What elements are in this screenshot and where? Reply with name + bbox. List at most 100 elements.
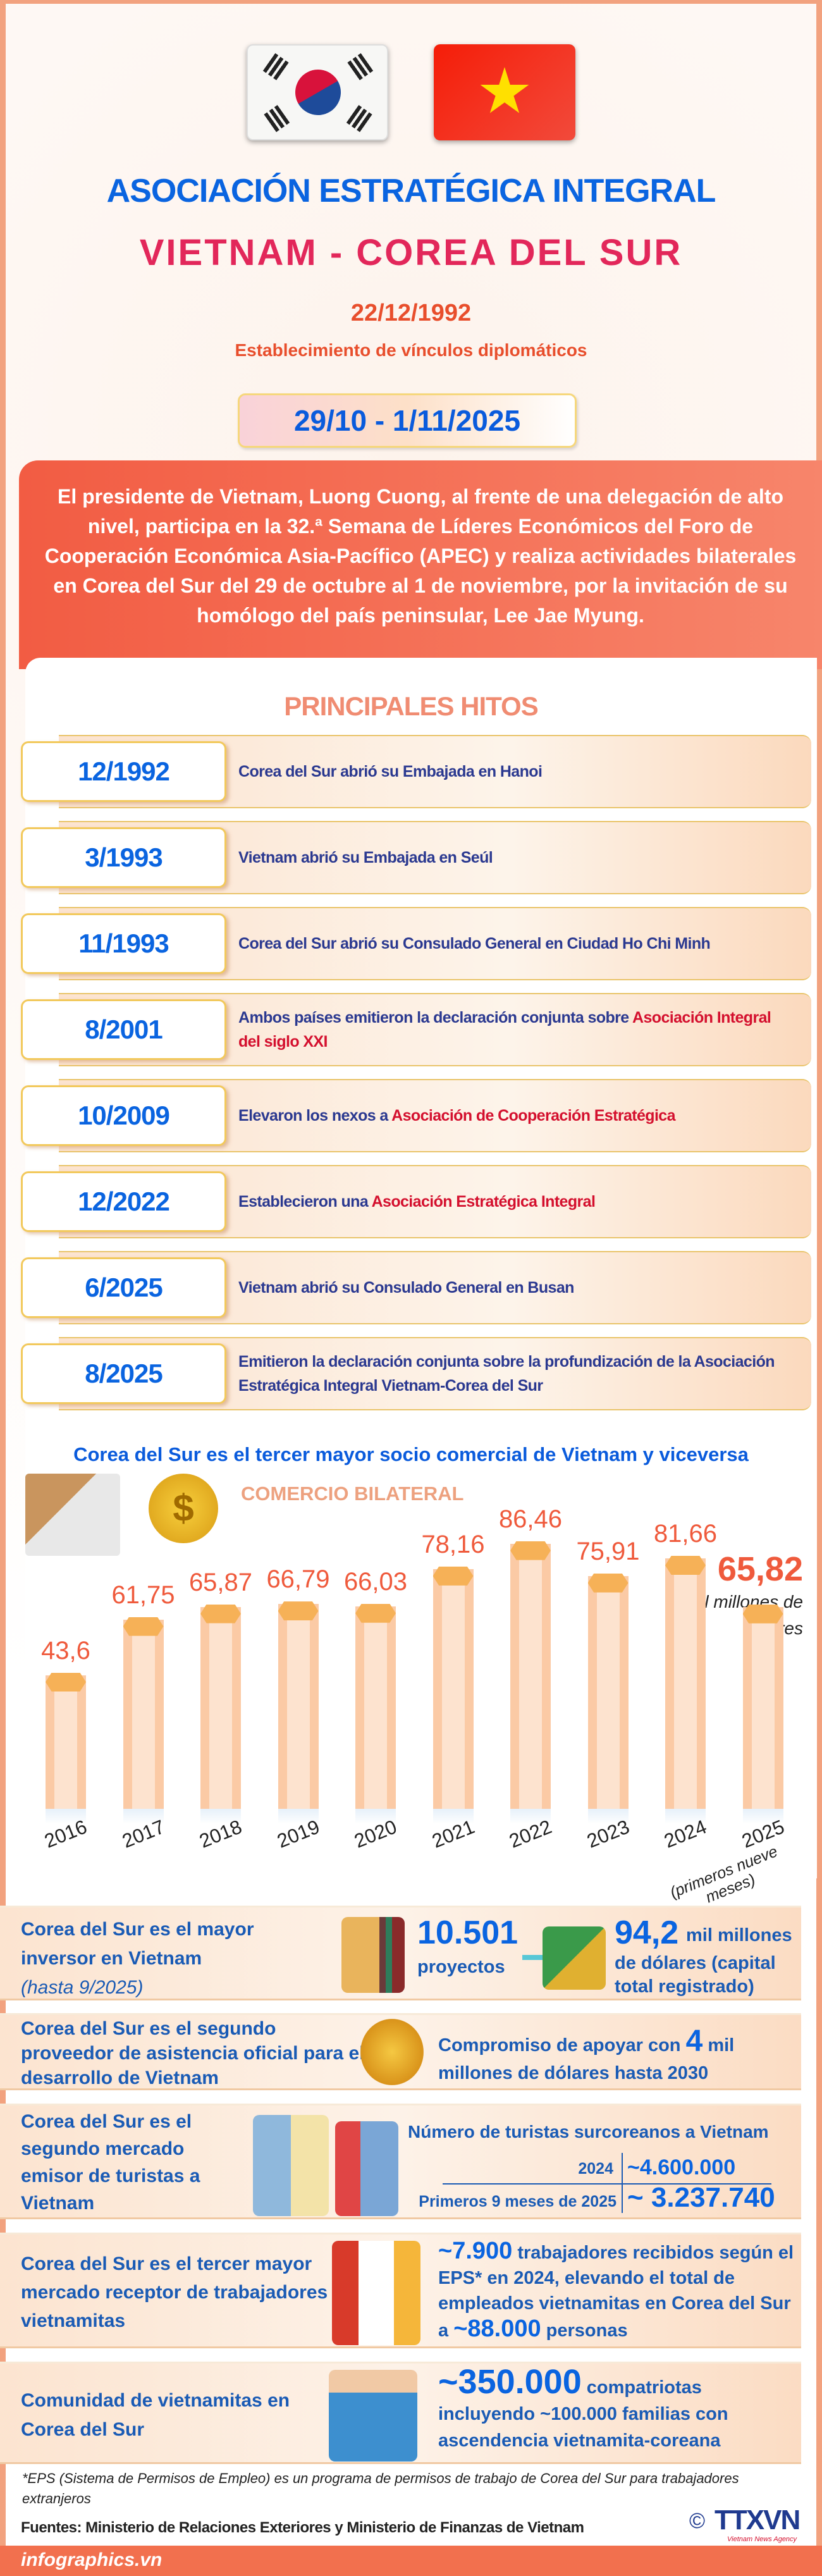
projects-value: 10.501 [417, 1914, 518, 1951]
tourism-title: Corea del Sur es el segundo mercado emis… [21, 2111, 200, 2214]
milestone-date: 10/2009 [21, 1085, 226, 1146]
bar-cap [200, 1604, 241, 1624]
ttxvn-logo: TTXVN [715, 2505, 801, 2536]
community-desc: compatriotas incluyendo ~100.000 familia… [438, 2377, 728, 2451]
visit-dates-badge: 29/10 - 1/11/2025 [238, 393, 577, 448]
bar-cap [278, 1601, 319, 1621]
footer-bar: infographics.vn [0, 2546, 822, 2576]
milestone-row: 3/1993 Vietnam abrió su Embajada en Seúl [21, 821, 811, 894]
bar-2017 [123, 1619, 164, 1809]
workers-box: Corea del Sur es el tercer mayor mercado… [0, 2233, 801, 2348]
trade-heading: Corea del Sur es el tercer mayor socio c… [73, 1443, 749, 1465]
milestone-description: Elevaron los nexos a Asociación de Coope… [238, 1079, 795, 1152]
truck-illustration-icon [25, 1474, 120, 1556]
hanbok-couple-icon [253, 2115, 329, 2216]
established-label: Establecimiento de vínculos diplomáticos [235, 340, 587, 360]
investor-note: (hasta 9/2025) [21, 1977, 144, 1998]
bar-2020 [355, 1606, 396, 1809]
community-box: Comunidad de vietnamitas en Corea del Su… [0, 2362, 801, 2464]
value-label: 66,79 [266, 1565, 330, 1594]
money-bag-icon [360, 2019, 424, 2085]
trigram-icon [262, 53, 290, 81]
milestone-date: 8/2001 [21, 999, 226, 1060]
bar-base [742, 1809, 783, 1824]
milestone-date: 6/2025 [21, 1257, 226, 1318]
title-main: ASOCIACIÓN ESTRATÉGICA INTEGRAL [106, 173, 716, 209]
milestone-description: Vietnam abrió su Embajada en Seúl [238, 821, 795, 894]
bar-base [46, 1809, 86, 1824]
milestone-text: Emitieron la declaración conjunta sobre … [238, 1353, 775, 1395]
value-label: 65,87 [188, 1568, 253, 1596]
tourists-icon [335, 2121, 398, 2216]
folders-icon [341, 1917, 405, 1993]
milestone-date: 11/1993 [21, 913, 226, 974]
milestone-highlight: Asociación de Cooperación Estratégica [391, 1107, 675, 1125]
bar-base [200, 1809, 241, 1824]
bar-base [432, 1809, 474, 1824]
milestone-text: Establecieron una [238, 1193, 372, 1211]
bar-base [665, 1809, 706, 1824]
bar-2022 [510, 1543, 551, 1809]
tourism-period-2025: Primeros 9 meses de 2025 [419, 2193, 616, 2210]
bar-2019 [278, 1604, 319, 1809]
trigram-icon [346, 105, 374, 133]
milestone-description: Establecieron una Asociación Estratégica… [238, 1165, 795, 1238]
family-icon [329, 2370, 417, 2462]
milestone-text: Corea del Sur abrió su Embajada en Hanoi [238, 763, 543, 780]
trigram-icon [262, 105, 290, 133]
coins-icon: $ [149, 1474, 218, 1543]
bar-cap [123, 1617, 164, 1636]
milestone-highlight: Asociación Integral del siglo XXI [238, 1009, 771, 1051]
projects-label: proyectos [417, 1957, 505, 1977]
milestone-date: 12/1992 [21, 741, 226, 802]
milestones-title: PRINCIPALES HITOS [284, 691, 539, 721]
investor-box: Corea del Sur es el mayor inversor en Vi… [0, 1906, 801, 2000]
bar-cap [46, 1672, 86, 1692]
last-value-label: 65,82 [717, 1550, 803, 1588]
capital-unit: mil millones [686, 1925, 792, 1945]
bar-2024 [665, 1558, 706, 1809]
milestone-row: 12/1992 Corea del Sur abrió su Embajada … [21, 735, 811, 808]
milestone-date: 12/2022 [21, 1171, 226, 1232]
workers-text1: trabajadores recibidos según el EPS* en … [438, 2243, 794, 2341]
workers-value1: ~7.900 [438, 2238, 513, 2264]
bar-2023 [587, 1575, 629, 1809]
established-date: 22/12/1992 [350, 300, 472, 326]
milestone-text: Corea del Sur abrió su Consulado General… [238, 935, 711, 952]
milestone-text: Ambos países emitieron la declaración co… [238, 1009, 633, 1026]
bar-2016 [46, 1675, 86, 1809]
oda-title: Corea del Sur es el segundo proveedor de… [21, 2018, 365, 2088]
bar-cap [432, 1566, 474, 1586]
bar-cap [587, 1573, 629, 1593]
milestone-row: 6/2025 Vietnam abrió su Consulado Genera… [21, 1251, 811, 1324]
value-label: 86,46 [498, 1505, 563, 1533]
milestone-description: Ambos países emitieron la declaración co… [238, 993, 795, 1066]
money-stack-icon [543, 1926, 606, 1990]
vietnam-flag [434, 44, 575, 140]
milestone-row: 8/2001 Ambos países emitieron la declara… [21, 993, 811, 1066]
workers-text: ~7.900 trabajadores recibidos según el E… [438, 2238, 799, 2343]
south-korea-flag [247, 44, 388, 140]
tourism-value-2025: ~ 3.237.740 [627, 2182, 775, 2213]
milestone-row: 12/2022 Establecieron una Asociación Est… [21, 1165, 811, 1238]
value-label: 75,91 [576, 1537, 640, 1565]
sources: Fuentes: Ministerio de Relaciones Exteri… [21, 2519, 584, 2536]
oda-value: 4 [685, 2024, 703, 2058]
milestone-row: 10/2009 Elevaron los nexos a Asociación … [21, 1079, 811, 1152]
bar-cap [742, 1604, 783, 1624]
capital-value: 94,2 [615, 1914, 679, 1951]
workers-value2: ~88.000 [453, 2315, 541, 2342]
oda-post: mil millones de dólares hasta 2030 [438, 2035, 735, 2083]
trigram-icon [346, 53, 374, 81]
tourism-period-2024: 2024 [578, 2160, 613, 2178]
tourism-box: Corea del Sur es el segundo mercado emis… [0, 2104, 801, 2219]
bar-base [355, 1809, 396, 1824]
footnote: *EPS (Sistema de Permisos de Empleo) es … [22, 2470, 739, 2506]
ttxvn-logo-sub: Vietnam News Agency [727, 2536, 797, 2543]
tourism-value-2024: ~4.600.000 [627, 2155, 736, 2179]
site-link[interactable]: infographics.vn [21, 2549, 163, 2570]
bar-base [123, 1809, 164, 1824]
copyright-icon: © [689, 2509, 706, 2533]
investor-title: Corea del Sur es el mayor inversor en Vi… [21, 1919, 254, 1969]
star-icon [480, 67, 529, 113]
